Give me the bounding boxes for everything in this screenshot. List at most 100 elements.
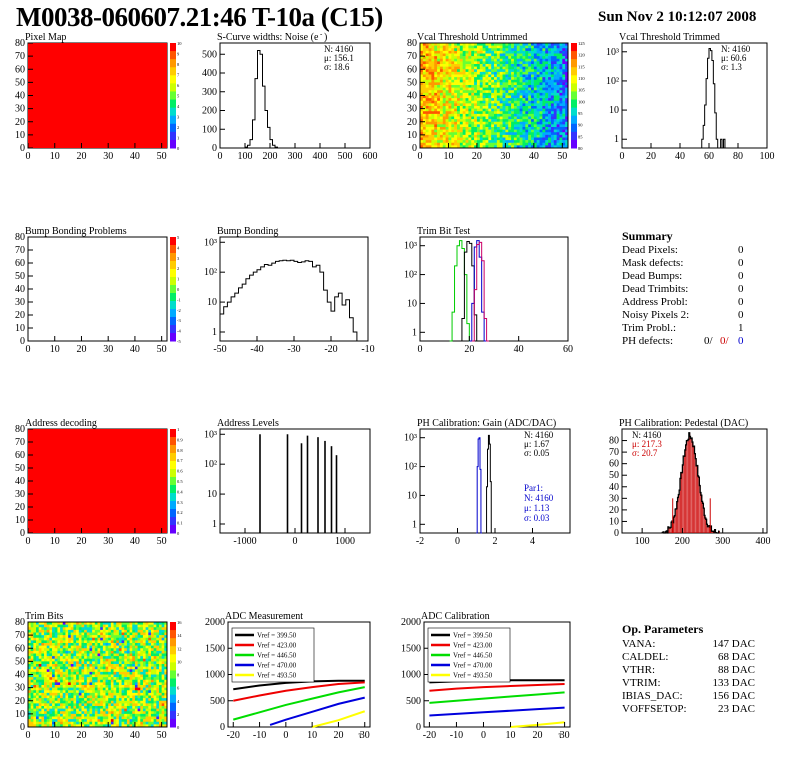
trim_bits-cell bbox=[145, 674, 149, 678]
vcal_untrimmed-cell bbox=[482, 113, 486, 117]
trim_bits-cell bbox=[81, 687, 85, 691]
trim_bits-cell bbox=[38, 713, 42, 717]
vcal_untrimmed-cell bbox=[499, 134, 503, 138]
vcal_untrimmed-cell bbox=[542, 127, 546, 130]
vcal_untrimmed-cell bbox=[476, 87, 481, 91]
vcal_untrimmed-ytick-label: 0 bbox=[412, 143, 417, 154]
vcal_untrimmed-cell bbox=[531, 85, 535, 88]
trim_bits-cell bbox=[105, 635, 109, 639]
trim_bits-cell bbox=[102, 703, 106, 707]
vcal_untrimmed-cell bbox=[468, 145, 472, 149]
bump_problems-ytick-label: 40 bbox=[15, 284, 25, 295]
trim_bits-cell bbox=[134, 656, 138, 660]
vcal_untrimmed-cell bbox=[516, 90, 520, 94]
trim_bits-cell bbox=[97, 658, 101, 662]
vcal_untrimmed-cell bbox=[462, 50, 466, 54]
vcal_untrimmed-cell bbox=[542, 137, 546, 141]
vcal_untrimmed-cell bbox=[428, 124, 432, 128]
trim_bits-cell bbox=[92, 711, 96, 715]
trim_bits-cell bbox=[100, 632, 104, 636]
vcal_untrimmed-cell bbox=[550, 74, 555, 78]
ph_pedestal-xtick-label: 200 bbox=[675, 536, 690, 547]
vcal_untrimmed-cell bbox=[422, 85, 426, 88]
trim_bits-cell bbox=[102, 721, 106, 725]
vcal_untrimmed-cell bbox=[457, 137, 461, 141]
trim_bits-cell bbox=[28, 664, 31, 667]
trim_bits-cell bbox=[86, 645, 90, 649]
vcal_untrimmed-cell bbox=[525, 43, 529, 46]
trim_bits-cell bbox=[140, 679, 144, 683]
vcal_untrimmed-cell bbox=[542, 124, 546, 128]
vcal_untrimmed-cell bbox=[474, 129, 478, 133]
vcal_untrimmed-cell bbox=[553, 61, 557, 65]
trim_bits-cell bbox=[46, 700, 50, 704]
vcal_untrimmed-cell bbox=[511, 124, 515, 128]
vcal_untrimmed-cell bbox=[553, 140, 557, 144]
vcal_untrimmed-cell bbox=[451, 85, 455, 88]
vcal_untrimmed-cell bbox=[522, 79, 526, 83]
trim_bits-cell bbox=[46, 713, 50, 717]
vcal_untrimmed-cell bbox=[448, 64, 452, 67]
vcal_untrimmed-cell bbox=[428, 85, 432, 88]
vcal_untrimmed-cell bbox=[522, 100, 526, 104]
vcal_untrimmed-cell bbox=[491, 111, 495, 115]
vcal_untrimmed-cell bbox=[457, 61, 461, 65]
vcal_untrimmed-cell bbox=[454, 50, 458, 54]
trim_bits-cell bbox=[30, 671, 34, 675]
vcal_untrimmed-cell bbox=[499, 74, 503, 78]
vcal_untrimmed-cell bbox=[533, 140, 537, 144]
vcal_untrimmed-cell bbox=[439, 132, 444, 136]
vcal_untrimmed-cell bbox=[476, 45, 481, 49]
trim_bits-cell bbox=[94, 721, 98, 725]
vcal_untrimmed-cell bbox=[542, 85, 546, 88]
trim_bits-cell bbox=[134, 687, 138, 691]
vcal_untrimmed-cell bbox=[434, 45, 438, 49]
trim_bits-cell bbox=[108, 629, 112, 633]
vcal_untrimmed-cell bbox=[525, 56, 529, 60]
trim_bits-cell bbox=[70, 700, 74, 704]
trim_bits-cell bbox=[89, 627, 93, 631]
adc_calibration-xtick-label: -10 bbox=[450, 730, 463, 741]
trim_bits-cell bbox=[86, 706, 90, 709]
trim_bits-cell bbox=[116, 713, 120, 717]
vcal_untrimmed-cell bbox=[488, 142, 492, 146]
vcal_untrimmed-ytick-label: 40 bbox=[407, 91, 417, 102]
vcal_untrimmed-cell bbox=[479, 111, 483, 115]
trim_bits-cell bbox=[164, 700, 168, 704]
vcal_untrimmed-cell bbox=[533, 119, 537, 123]
trim_bits-cell bbox=[121, 661, 125, 665]
vcal_untrimmed-cell bbox=[468, 142, 472, 146]
trim_bits-cell bbox=[92, 632, 96, 636]
vcal_untrimmed-cell bbox=[437, 45, 441, 49]
vcal_untrimmed-cell bbox=[437, 58, 441, 62]
vcal_untrimmed-cell bbox=[428, 113, 432, 117]
trim_bits-cell bbox=[113, 627, 117, 631]
vcal_untrimmed-cell bbox=[439, 145, 444, 149]
trim_bits-cell bbox=[70, 640, 74, 644]
vcal_untrimmed-cell bbox=[556, 142, 560, 146]
vcal_untrimmed-cell bbox=[531, 90, 535, 94]
vcal_untrimmed-cell bbox=[553, 137, 557, 141]
vcal_untrimmed-cell bbox=[562, 48, 566, 52]
vcal_untrimmed-cell bbox=[476, 121, 481, 125]
vcal_untrimmed-cell bbox=[528, 103, 532, 107]
trim_bits-cell bbox=[76, 703, 80, 707]
trim_bits-cell bbox=[100, 716, 104, 720]
vcal_untrimmed-cell bbox=[479, 121, 483, 125]
vcal_untrimmed-cell bbox=[502, 66, 506, 70]
vcal_untrimmed-cell bbox=[422, 87, 426, 91]
vcal_untrimmed-cell bbox=[491, 66, 495, 70]
address_decoding-palette-label: 0.2 bbox=[177, 510, 183, 515]
vcal_untrimmed-cell bbox=[457, 140, 461, 144]
vcal_untrimmed-cell bbox=[428, 100, 432, 104]
trim_bits-cell bbox=[132, 664, 136, 667]
trim_bits-cell bbox=[65, 671, 69, 675]
vcal_untrimmed-cell bbox=[528, 121, 532, 125]
trim_bits-cell bbox=[94, 682, 98, 686]
vcal_untrimmed-cell bbox=[445, 87, 449, 91]
trim_bits-cell bbox=[33, 674, 37, 678]
op-param-value: 147 DAC bbox=[712, 638, 755, 650]
vcal_untrimmed-cell bbox=[516, 124, 520, 128]
pixel_map-palette-label: 7 bbox=[177, 73, 180, 78]
trim_bits-cell bbox=[158, 716, 162, 720]
